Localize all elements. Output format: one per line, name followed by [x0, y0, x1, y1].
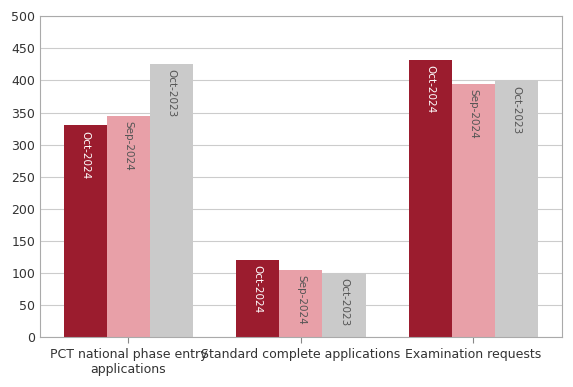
Text: Sep-2024: Sep-2024: [469, 89, 478, 139]
Bar: [64, 125, 107, 337]
Bar: [409, 60, 452, 337]
Bar: [280, 270, 323, 337]
Bar: [495, 80, 538, 337]
Bar: [150, 64, 193, 337]
Bar: [323, 273, 366, 337]
Text: Sep-2024: Sep-2024: [296, 275, 306, 325]
Bar: [236, 260, 280, 337]
Bar: [107, 116, 150, 337]
Bar: [452, 84, 495, 337]
Text: Oct-2024: Oct-2024: [253, 265, 263, 314]
Text: Sep-2024: Sep-2024: [123, 121, 134, 171]
Text: Oct-2023: Oct-2023: [512, 86, 521, 134]
Text: Oct-2024: Oct-2024: [425, 65, 435, 113]
Text: Oct-2023: Oct-2023: [339, 278, 349, 327]
Text: Oct-2023: Oct-2023: [167, 69, 176, 118]
Text: Oct-2024: Oct-2024: [80, 130, 91, 179]
